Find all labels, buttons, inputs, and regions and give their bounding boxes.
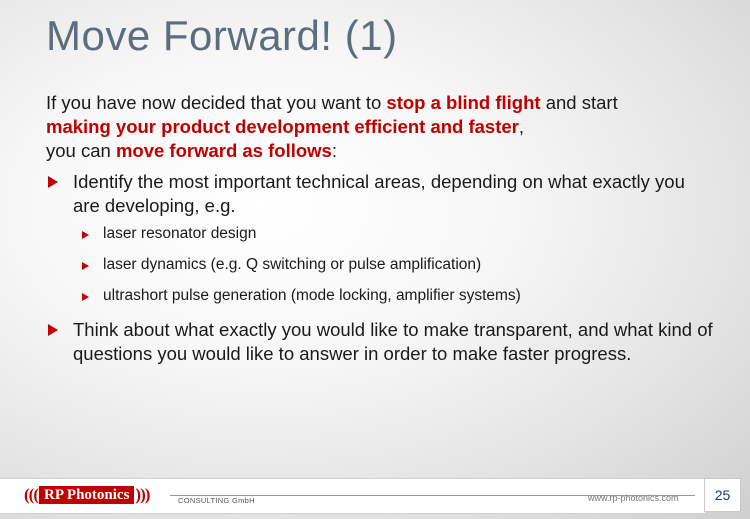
intro-text: : bbox=[331, 140, 337, 161]
footer-divider bbox=[170, 495, 695, 496]
intro-text: you can bbox=[46, 140, 116, 161]
subbullet-arrow-icon bbox=[82, 293, 89, 301]
page-number: 25 bbox=[704, 478, 741, 512]
intro-paragraph: If you have now decided that you want to… bbox=[46, 91, 736, 163]
logo-parens-right: ))) bbox=[135, 485, 150, 504]
bullet-arrow-icon bbox=[48, 176, 58, 188]
consulting-label: CONSULTING GmbH bbox=[178, 496, 255, 505]
rp-photonics-logo: ((( RP Photonics ))) bbox=[24, 485, 150, 504]
subbullet-item: ultrashort pulse generation (mode lockin… bbox=[103, 287, 521, 304]
bullet-arrow-icon bbox=[48, 324, 58, 336]
highlight-efficient-development: making your product development efficien… bbox=[46, 116, 519, 137]
slide-title: Move Forward! (1) bbox=[46, 12, 398, 59]
subbullet-arrow-icon bbox=[82, 262, 89, 270]
bullet-item: Think about what exactly you would like … bbox=[73, 319, 713, 364]
subbullet-item: laser dynamics (e.g. Q switching or puls… bbox=[103, 256, 482, 273]
logo-text: RP Photonics bbox=[38, 486, 135, 504]
intro-text: and start bbox=[540, 92, 618, 113]
highlight-move-forward: move forward as follows bbox=[115, 140, 332, 161]
highlight-blind-flight: stop a blind flight bbox=[386, 92, 541, 113]
intro-text: If you have now decided that you want to bbox=[46, 92, 387, 113]
subbullet-item: laser resonator design bbox=[103, 225, 257, 242]
bullet-item: Identify the most important technical ar… bbox=[73, 171, 685, 216]
website-url: www.rp-photonics.com bbox=[588, 493, 679, 503]
subbullet-arrow-icon bbox=[82, 231, 89, 239]
logo-parens-left: ((( bbox=[24, 485, 39, 504]
intro-text: , bbox=[518, 116, 525, 137]
